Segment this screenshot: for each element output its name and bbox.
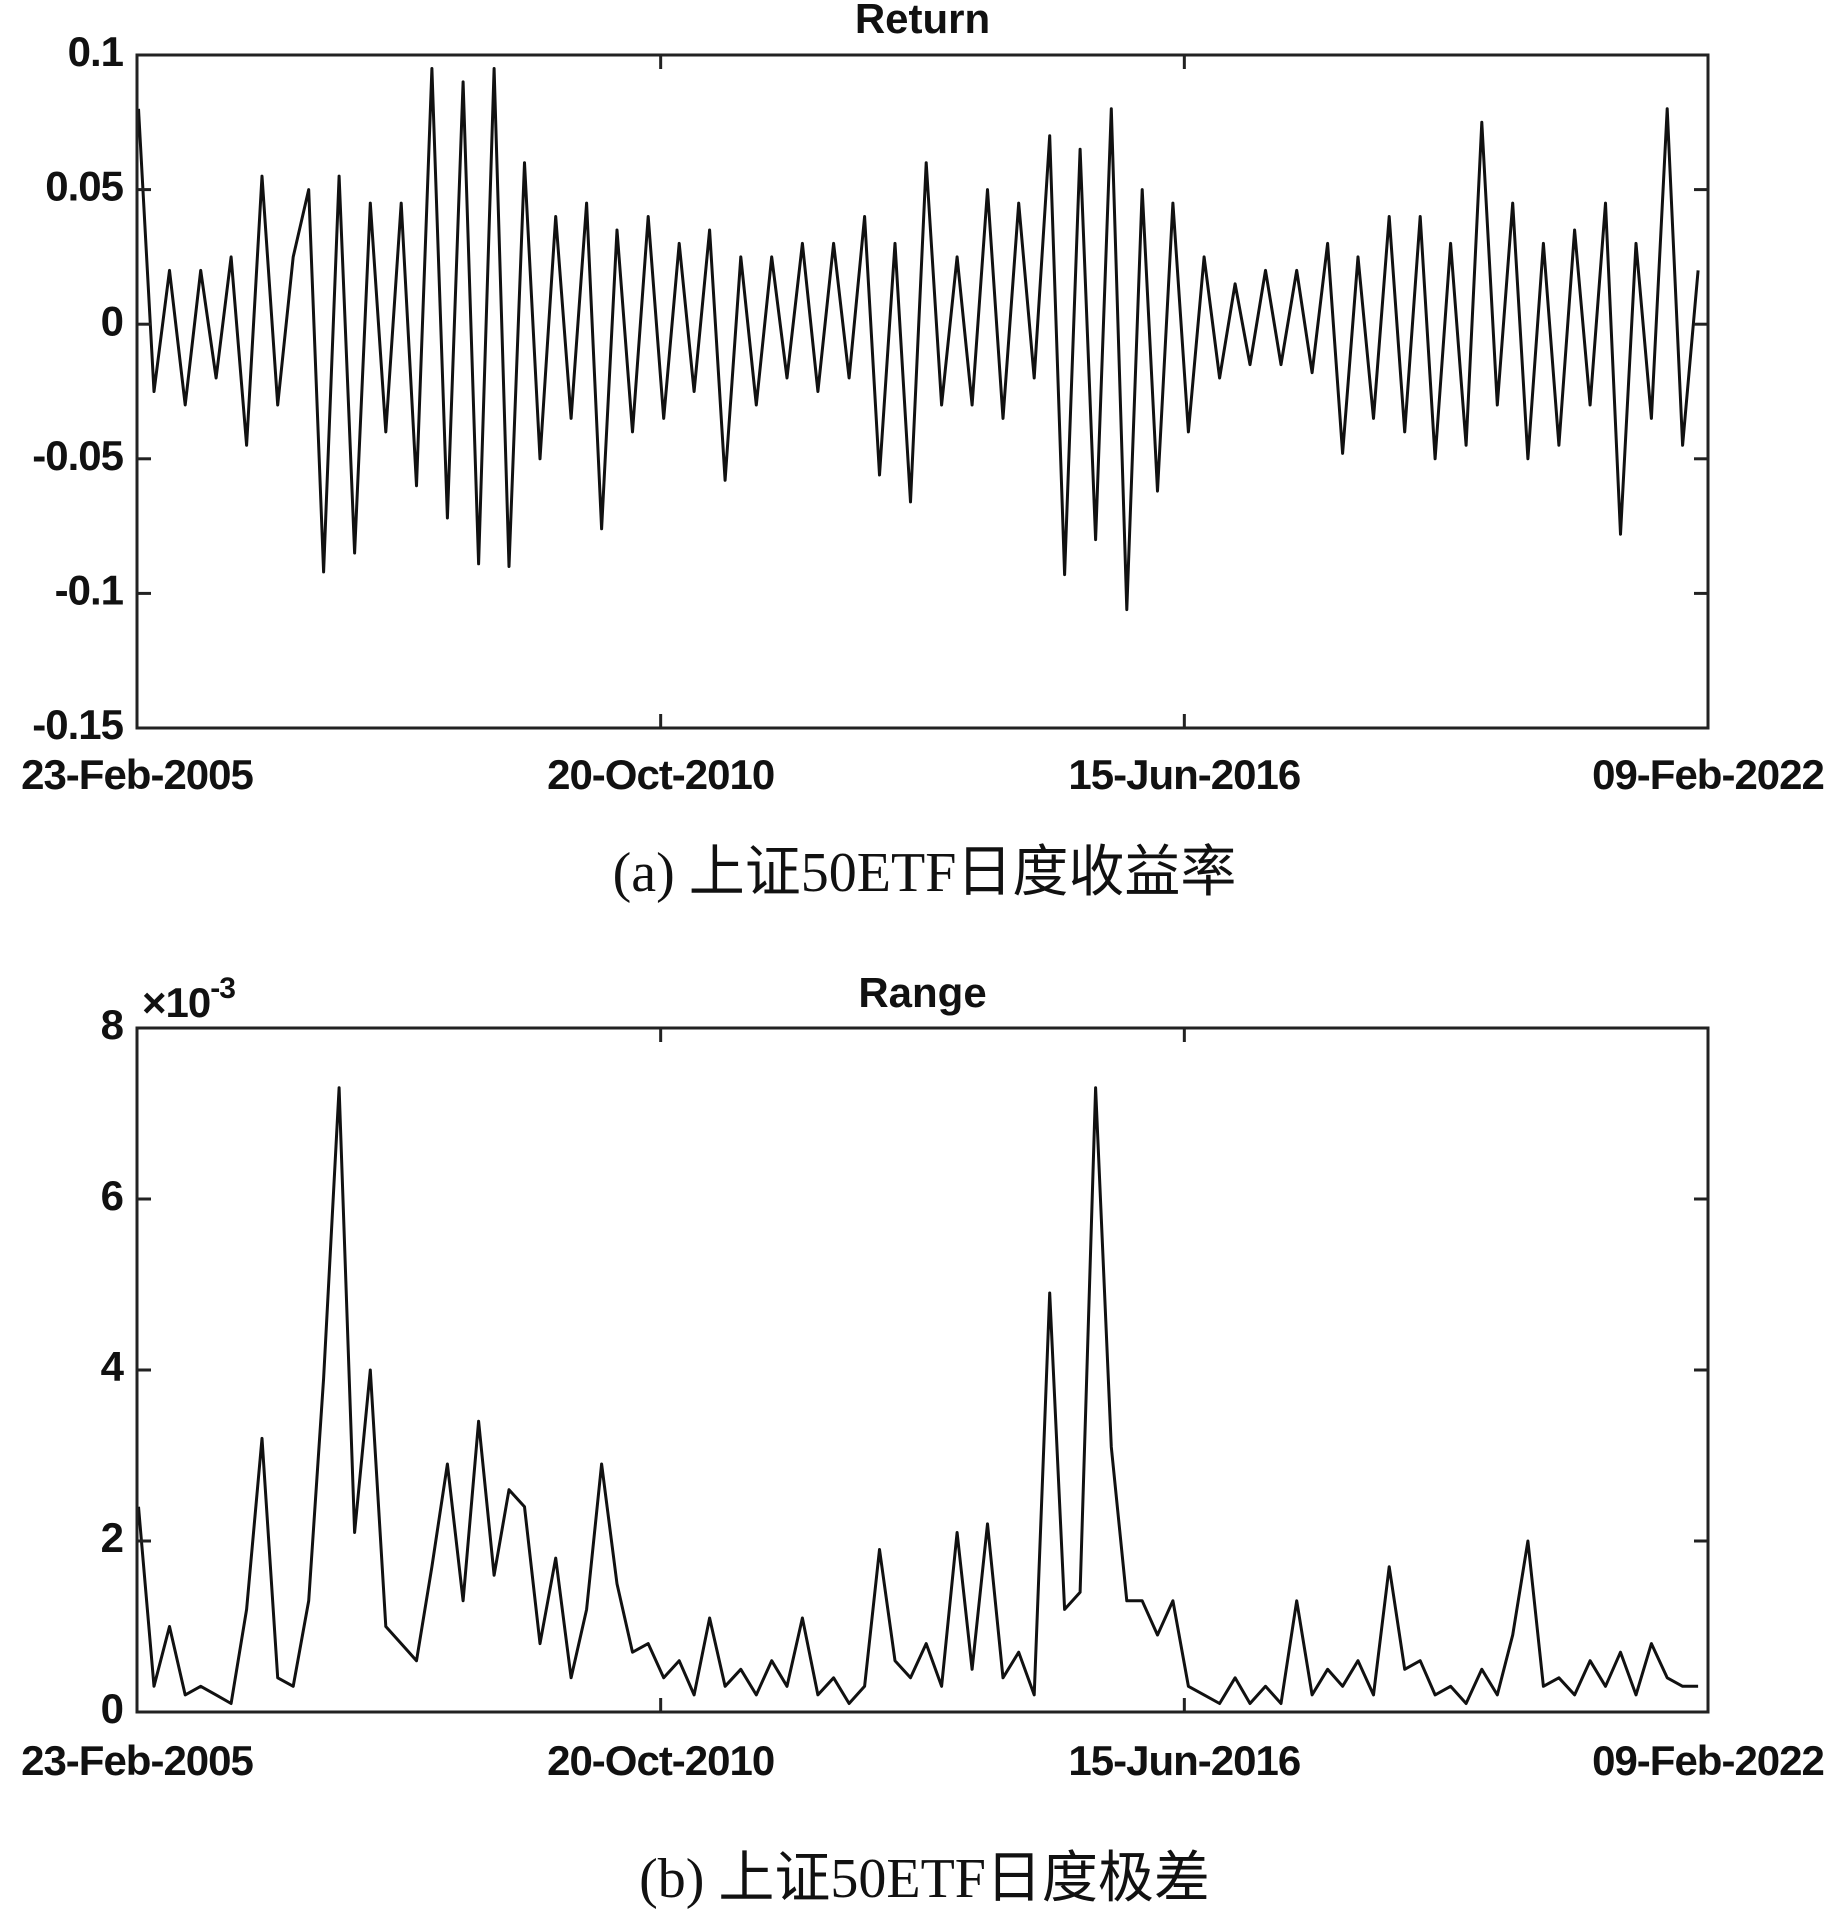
y-tick-label: -0.15 [32, 701, 123, 748]
y-tick-label: 8 [101, 1001, 124, 1048]
y-tick-label: -0.05 [32, 432, 123, 479]
x-tick-label: 15-Jun-2016 [1068, 751, 1300, 798]
chart-title: Return [855, 0, 990, 42]
x-tick-label: 23-Feb-2005 [21, 751, 253, 798]
chart-panel: Return -0.15 -0.1 -0.05 0 0.05 0.1 23-Feb-2005 2… [21, 0, 1825, 904]
y-tick-label: 2 [101, 1514, 123, 1561]
x-tick-label: 23-Feb-2005 [21, 1737, 253, 1784]
plot-frame [135, 1026, 1710, 1714]
plot-frame [135, 53, 1710, 730]
y-tick-label: 0 [101, 1685, 123, 1732]
x-tick-label: 15-Jun-2016 [1068, 1737, 1300, 1784]
caption: (b) 上证50ETF日度极差 [639, 1848, 1210, 1910]
chart-title: Range [858, 969, 986, 1016]
x-tick-label: 20-Oct-2010 [547, 1737, 774, 1784]
y-tick-label: -0.1 [55, 566, 124, 613]
caption: (a) 上证50ETF日度收益率 [613, 842, 1237, 904]
multiplier-base: ×10 [142, 979, 210, 1026]
data-line [137, 1086, 1699, 1705]
y-tick-label: 6 [101, 1172, 123, 1219]
x-tick-label: 09-Feb-2022 [1592, 1737, 1824, 1784]
x-tick-label: 09-Feb-2022 [1592, 751, 1824, 798]
y-tick-label: 0 [101, 297, 123, 344]
y-tick-label: 0.05 [45, 163, 123, 210]
y-tick-label: 4 [101, 1343, 125, 1390]
chart-panel: Range ×10-3 0 2 4 6 8 23-Feb-2005 20-Oct-2010 15-… [21, 969, 1825, 1910]
data-line [137, 67, 1700, 612]
multiplier-exponent: -3 [210, 972, 235, 1005]
y-tick-label: 0.1 [68, 28, 124, 75]
x-tick-label: 20-Oct-2010 [547, 751, 774, 798]
axis-multiplier: ×10-3 [142, 972, 235, 1026]
